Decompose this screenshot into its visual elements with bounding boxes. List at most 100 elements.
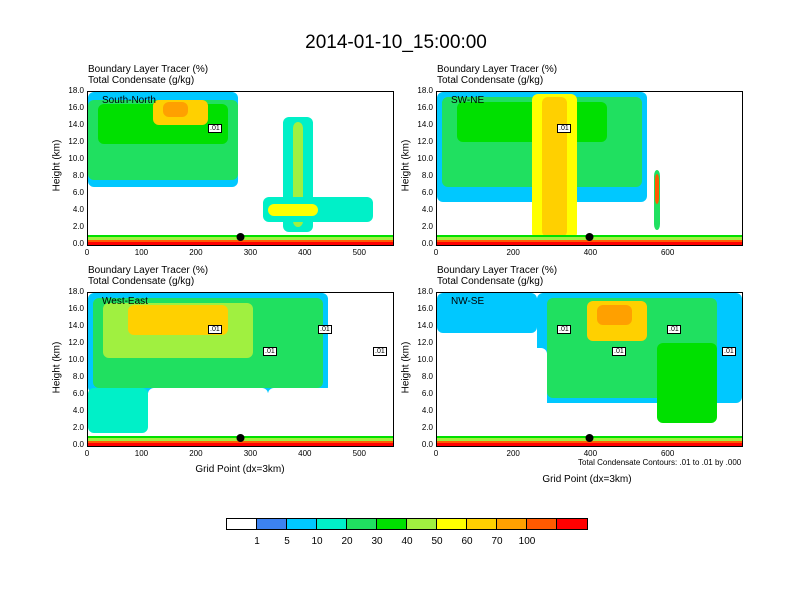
heatmap-field — [437, 293, 742, 446]
panel-west-east: West-East .01 .01 .01 .01 — [87, 292, 394, 447]
tracer-region — [655, 174, 659, 204]
heatmap-field — [88, 92, 393, 245]
panel-header-3: Boundary Layer Tracer (%) Total Condensa… — [88, 265, 208, 287]
location-marker — [585, 233, 594, 241]
y-tick-label: 10.0 — [417, 355, 433, 364]
tracer-region — [657, 343, 717, 423]
x-tick-label: 100 — [134, 449, 149, 458]
panel-south-north: South-North .01 — [87, 91, 394, 246]
colorbar-label: 70 — [491, 536, 503, 547]
x-tick-label: 500 — [352, 248, 366, 257]
y-tick-label: 2.0 — [421, 423, 433, 432]
panel-header-1-line2: Total Condensate (g/kg) — [88, 75, 195, 86]
y-tick-label: 0.0 — [421, 440, 433, 449]
x-tick-label: 300 — [243, 248, 258, 257]
panel-header-1: Boundary Layer Tracer (%) Total Condensa… — [88, 64, 208, 86]
y-tick-label: 2.0 — [72, 222, 84, 231]
y-tick-label: 14.0 — [417, 120, 433, 129]
colorbar-label: 1 — [254, 536, 260, 547]
colorbar-label: 10 — [311, 536, 323, 547]
y-tick-label: 8.0 — [421, 372, 433, 381]
x-tick-label: 200 — [506, 449, 520, 458]
x-axis-label-right: Grid Point (dx=3km) — [542, 474, 632, 485]
x-tick-label: 200 — [189, 248, 203, 257]
y-tick-label: 16.0 — [417, 304, 433, 313]
tracer-region — [148, 388, 268, 428]
colorbar-swatch — [557, 519, 587, 529]
contour-label: .01 — [722, 347, 736, 356]
y-tick-label: 0.0 — [72, 239, 84, 248]
contour-label: .01 — [208, 124, 222, 133]
x-tick-label: 400 — [298, 248, 312, 257]
y-tick-label: 4.0 — [72, 205, 84, 214]
colorbar-label: 5 — [284, 536, 290, 547]
panel-nw-se: NW-SE .01 .01 .01 .01 — [436, 292, 743, 447]
panel-header-2: Boundary Layer Tracer (%) Total Condensa… — [437, 64, 557, 86]
contour-label: .01 — [557, 124, 571, 133]
panel-header-1-line1: Boundary Layer Tracer (%) — [88, 64, 209, 75]
y-tick-label: 4.0 — [72, 406, 84, 415]
x-tick-label: 300 — [243, 449, 258, 458]
contour-label: .01 — [318, 325, 332, 334]
panel-header-4-line2: Total Condensate (g/kg) — [437, 276, 544, 287]
contour-label: .01 — [667, 325, 681, 334]
x-tick-label: 500 — [352, 449, 366, 458]
tracer-region — [557, 403, 647, 433]
y-tick-label: 12.0 — [68, 338, 84, 347]
y-tick-label: 12.0 — [68, 137, 84, 146]
colorbar-label: 40 — [401, 536, 413, 547]
tracer-region — [113, 197, 183, 222]
contour-label: .01 — [612, 347, 626, 356]
panel-label: SW-NE — [451, 95, 485, 106]
y-tick-label: 6.0 — [72, 188, 84, 197]
y-tick-label: 16.0 — [417, 103, 433, 112]
tracer-region — [542, 97, 567, 237]
y-tick-label: 2.0 — [72, 423, 84, 432]
tracer-region — [163, 102, 188, 117]
x-tick-label: 600 — [660, 449, 675, 458]
colorbar-swatch — [497, 519, 527, 529]
panel-header-4: Boundary Layer Tracer (%) Total Condensa… — [437, 265, 557, 287]
x-tick-label: 100 — [134, 248, 149, 257]
colorbar-swatch — [527, 519, 557, 529]
panel-header-3-line1: Boundary Layer Tracer (%) — [88, 265, 209, 276]
tracer-region — [88, 388, 148, 433]
colorbar-swatch — [347, 519, 377, 529]
contour-label: .01 — [263, 347, 277, 356]
x-tick-label: 0 — [433, 248, 439, 257]
x-tick-label: 400 — [583, 449, 598, 458]
tracer-region — [348, 293, 393, 433]
contour-label: .01 — [557, 325, 571, 334]
x-tick-label: 400 — [298, 449, 312, 458]
contour-label: .01 — [208, 325, 222, 334]
y-tick-label: 0.0 — [421, 239, 433, 248]
colorbar-swatch — [407, 519, 437, 529]
colorbar — [226, 518, 588, 530]
tracer-region — [268, 204, 318, 216]
panel-header-4-line1: Boundary Layer Tracer (%) — [437, 265, 558, 276]
colorbar-swatch — [227, 519, 257, 529]
y-tick-label: 18.0 — [68, 287, 84, 296]
boundary-layer-band — [88, 242, 393, 245]
x-tick-label: 0 — [84, 248, 90, 257]
colorbar-label: 50 — [431, 536, 443, 547]
panel-label: NW-SE — [451, 296, 485, 307]
y-tick-label: 14.0 — [68, 321, 84, 330]
heatmap-field — [437, 92, 742, 245]
y-tick-label: 12.0 — [417, 338, 433, 347]
location-marker — [585, 434, 594, 442]
colorbar-label: 20 — [341, 536, 353, 547]
y-tick-label: 6.0 — [421, 188, 433, 197]
x-tick-label: 200 — [506, 248, 520, 257]
panel-header-2-line1: Boundary Layer Tracer (%) — [437, 64, 558, 75]
tracer-region — [597, 305, 632, 325]
y-axis-label-3: Height (km) — [51, 341, 63, 394]
colorbar-swatch — [467, 519, 497, 529]
y-tick-label: 4.0 — [421, 406, 433, 415]
y-tick-label: 2.0 — [421, 222, 433, 231]
y-tick-label: 6.0 — [421, 389, 433, 398]
y-tick-label: 18.0 — [417, 86, 433, 95]
colorbar-swatch — [317, 519, 347, 529]
panel-sw-ne: SW-NE .01 — [436, 91, 743, 246]
y-tick-label: 10.0 — [417, 154, 433, 163]
